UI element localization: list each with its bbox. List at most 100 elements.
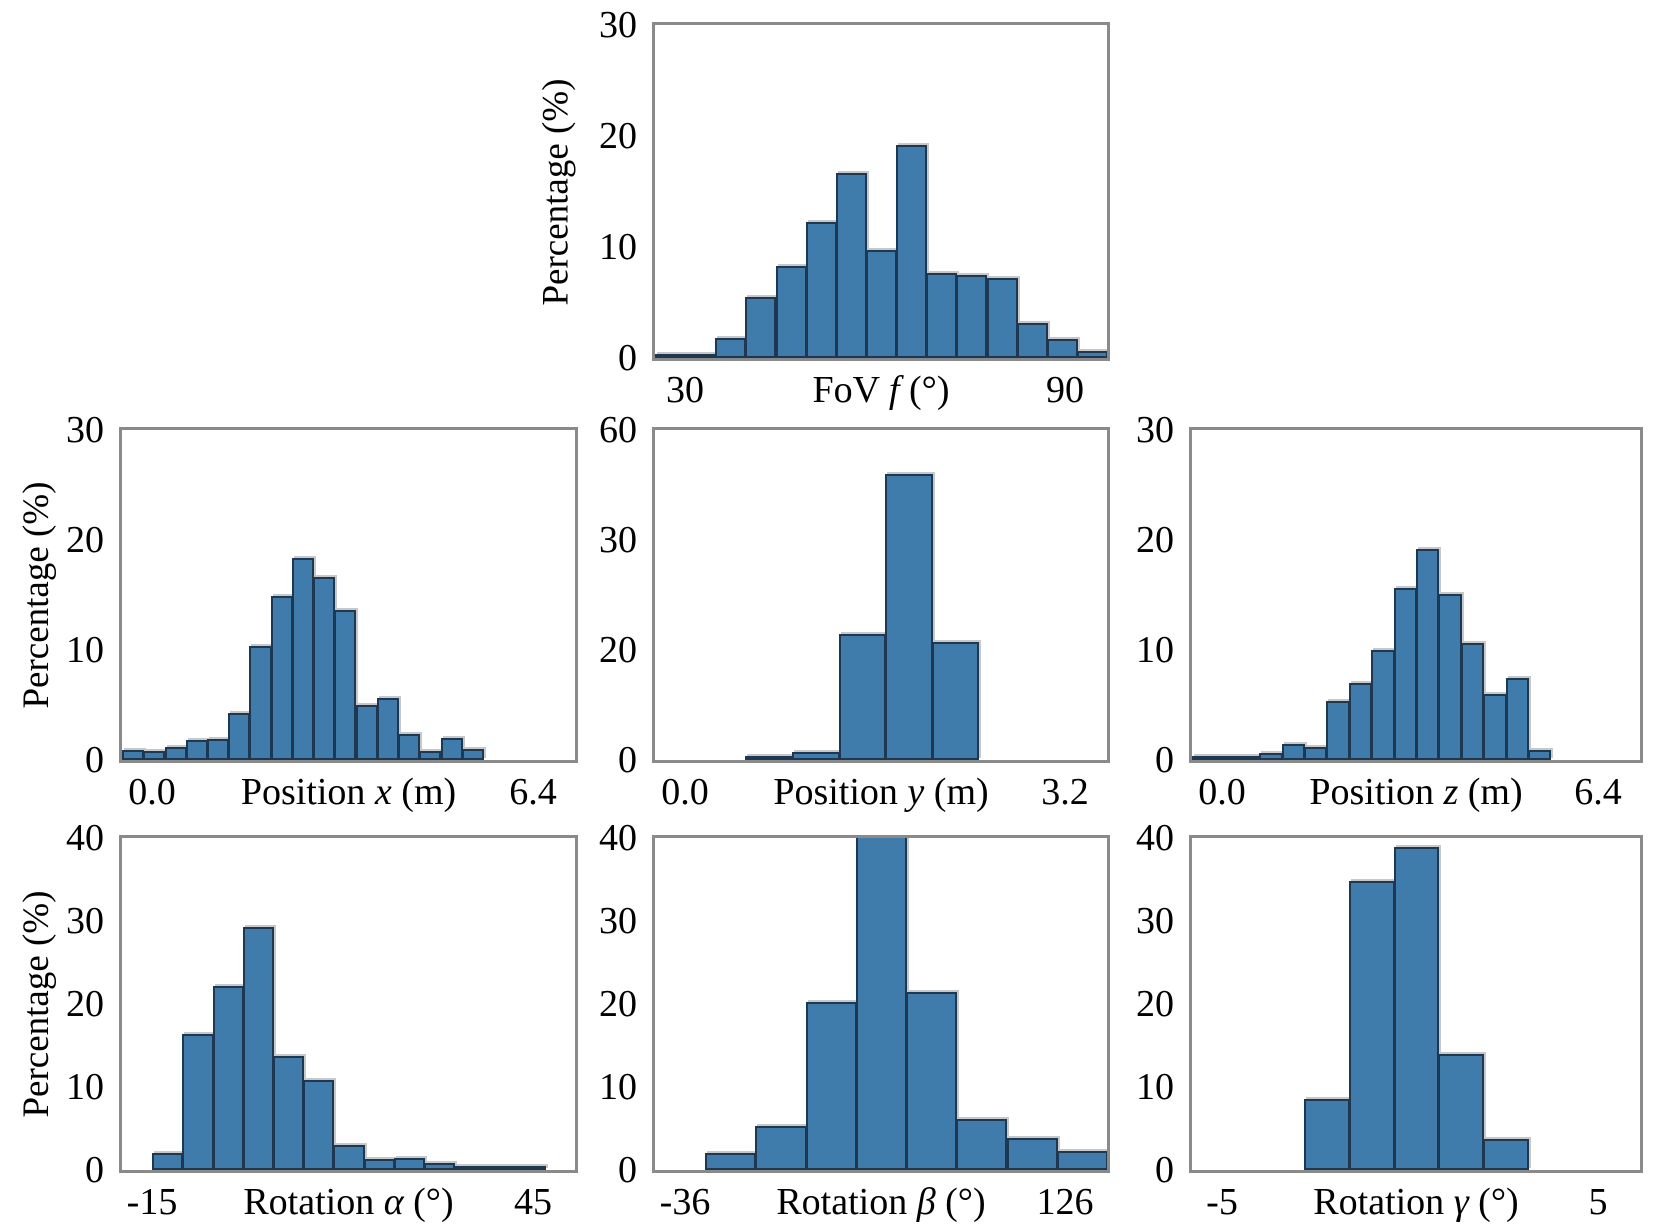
histogram-bar bbox=[152, 1152, 184, 1170]
y-tick-label: 20 bbox=[599, 114, 637, 157]
histogram-bar bbox=[1006, 1137, 1058, 1170]
x-axis-label-text: (°) bbox=[1468, 1181, 1519, 1223]
histogram-bar bbox=[835, 172, 867, 358]
x-axis-variable: y bbox=[907, 771, 925, 813]
plot-area bbox=[652, 22, 1110, 361]
histogram-bar bbox=[1528, 750, 1552, 760]
y-tick-label: 10 bbox=[1136, 1066, 1174, 1108]
histogram-bar bbox=[715, 338, 747, 358]
histogram-bar bbox=[182, 1033, 214, 1170]
histogram-bar bbox=[838, 633, 887, 760]
histogram-bar bbox=[424, 1163, 456, 1170]
y-tick-label: 0 bbox=[85, 739, 104, 781]
x-axis-label: Rotation γ (°) bbox=[1166, 1180, 1661, 1224]
histogram-bar bbox=[355, 705, 378, 760]
y-tick-label: 60 bbox=[599, 409, 637, 451]
histogram-bar bbox=[334, 610, 357, 760]
histogram-bar bbox=[363, 1159, 395, 1170]
histogram-bar bbox=[755, 1126, 807, 1170]
plot-area bbox=[1189, 427, 1643, 763]
y-tick-label: 0 bbox=[618, 1149, 637, 1191]
x-tick-label-right: 6.4 bbox=[509, 771, 557, 813]
x-tick-label-left: 30 bbox=[666, 369, 704, 411]
x-axis-label: FoV f (°) bbox=[631, 368, 1131, 412]
histogram-bar bbox=[926, 272, 958, 358]
y-tick-label: 10 bbox=[1136, 629, 1174, 671]
y-tick-label: 10 bbox=[599, 226, 637, 268]
x-axis-label: Position y (m) bbox=[631, 770, 1131, 814]
x-tick-label-right: 3.2 bbox=[1041, 771, 1089, 813]
histogram-bar bbox=[1304, 1098, 1350, 1170]
x-tick-label-left: -5 bbox=[1206, 1181, 1238, 1223]
x-tick-label-left: 0.0 bbox=[661, 771, 709, 813]
x-tick-label-right: 6.4 bbox=[1574, 771, 1622, 813]
y-tick-label: 10 bbox=[66, 1066, 104, 1108]
x-tick-label-right: 126 bbox=[1036, 1181, 1094, 1223]
plot-area bbox=[652, 835, 1110, 1173]
x-tick-label-left: -15 bbox=[126, 1181, 178, 1223]
histogram-bar bbox=[454, 1166, 486, 1170]
histogram-bar bbox=[514, 1166, 546, 1170]
x-axis-label: Position z (m) bbox=[1166, 770, 1661, 814]
x-axis-label-text: Rotation bbox=[776, 1181, 917, 1223]
histogram-bar bbox=[986, 278, 1018, 358]
histogram-bar bbox=[1016, 322, 1048, 358]
histogram-bar bbox=[775, 265, 807, 358]
plot-area bbox=[1189, 835, 1643, 1173]
histogram-bar bbox=[212, 985, 244, 1170]
y-tick-label: 0 bbox=[618, 337, 637, 379]
histogram-bar bbox=[1281, 743, 1305, 760]
y-tick-label: 10 bbox=[599, 1066, 637, 1108]
histogram-bar bbox=[885, 474, 933, 760]
y-tick-label: 20 bbox=[66, 983, 104, 1025]
histogram-bar bbox=[291, 557, 315, 760]
histogram-bar bbox=[855, 838, 908, 1170]
histogram-bar bbox=[1259, 753, 1283, 760]
x-axis-label-text: Position bbox=[1309, 771, 1444, 813]
x-axis-label-text: Rotation bbox=[243, 1181, 384, 1223]
histogram-bar bbox=[185, 740, 208, 760]
histogram-bar bbox=[1326, 700, 1350, 760]
histogram-bar bbox=[419, 751, 442, 760]
histogram-bar bbox=[906, 991, 958, 1170]
histogram-bar bbox=[1438, 593, 1462, 760]
histogram-bar bbox=[164, 746, 187, 760]
x-axis-label: Rotation β (°) bbox=[631, 1180, 1131, 1224]
histogram-bar bbox=[228, 712, 251, 760]
x-axis-label-text: (m) bbox=[924, 771, 989, 813]
x-axis-variable: f bbox=[888, 369, 900, 411]
histogram-bar bbox=[1046, 339, 1078, 358]
histogram-bar bbox=[1416, 548, 1440, 760]
histogram-bar bbox=[440, 738, 463, 760]
y-axis-label: Percentage (%) bbox=[16, 890, 57, 1118]
histogram-bar bbox=[1076, 351, 1107, 358]
x-axis-label-text: FoV bbox=[812, 369, 889, 411]
histogram-bar bbox=[206, 739, 230, 760]
y-tick-label: 20 bbox=[66, 518, 104, 561]
y-tick-label: 30 bbox=[66, 409, 104, 451]
histogram-bar bbox=[745, 297, 777, 358]
histogram-bar bbox=[333, 1145, 365, 1170]
y-tick-label: 30 bbox=[1136, 900, 1174, 942]
histogram-bar bbox=[745, 756, 793, 760]
y-axis-label: Percentage (%) bbox=[16, 481, 57, 709]
x-tick-label-left: 0.0 bbox=[1198, 771, 1246, 813]
histogram-bar bbox=[705, 1153, 757, 1170]
plot-area bbox=[119, 427, 578, 763]
histogram-bar bbox=[805, 1001, 857, 1170]
y-tick-label: 0 bbox=[1155, 739, 1174, 781]
y-tick-label: 30 bbox=[599, 518, 637, 561]
x-axis-variable: γ bbox=[1453, 1181, 1469, 1223]
y-tick-label: 40 bbox=[599, 817, 637, 859]
x-axis-variable: β bbox=[916, 1181, 936, 1223]
y-tick-label: 20 bbox=[599, 629, 637, 671]
histogram-bar bbox=[1348, 683, 1373, 760]
x-axis-variable: α bbox=[383, 1181, 404, 1223]
x-axis-label-text: (°) bbox=[935, 1181, 986, 1223]
x-tick-label-left: 0.0 bbox=[128, 771, 176, 813]
histogram-bar bbox=[1056, 1150, 1107, 1170]
y-tick-label: 30 bbox=[1136, 409, 1174, 451]
histogram-bar bbox=[1236, 755, 1261, 760]
y-tick-label: 30 bbox=[66, 900, 104, 942]
